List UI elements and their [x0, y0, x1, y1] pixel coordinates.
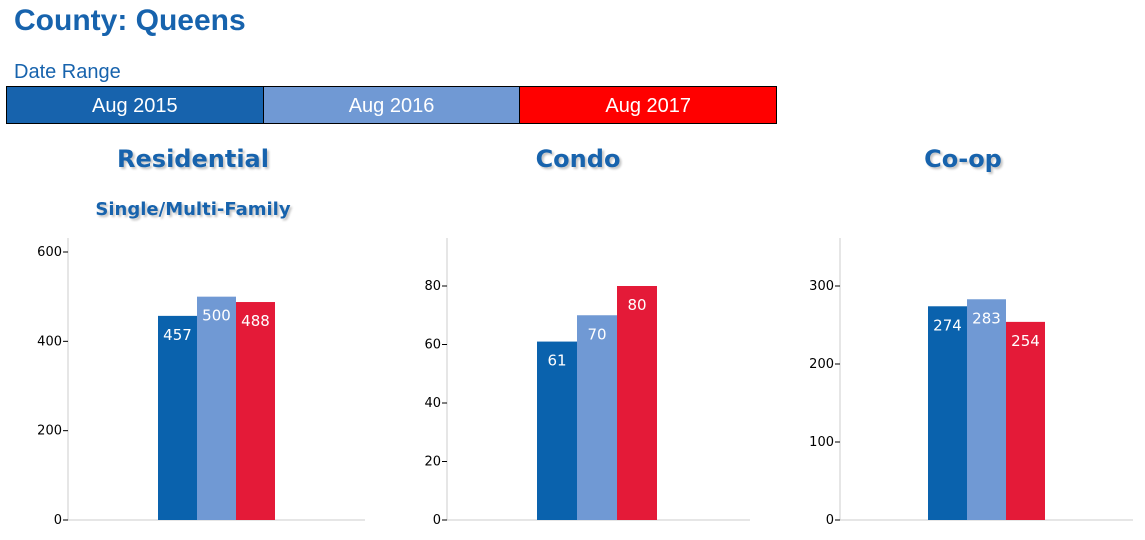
residential-bar-label-aug-2017: 488 [241, 312, 270, 330]
coop-y-tick-label: 0 [826, 513, 834, 528]
date-range-legend: Aug 2015 Aug 2016 Aug 2017 [6, 86, 777, 124]
residential-bar-aug-2016 [197, 296, 236, 520]
condo-bar-label-aug-2016: 70 [587, 325, 606, 343]
residential-y-tick-label: 200 [37, 424, 62, 439]
residential-bar-label-aug-2016: 500 [202, 307, 231, 325]
condo-bar-label-aug-2017: 80 [627, 296, 646, 314]
coop-bar-label-aug-2017: 254 [1011, 332, 1040, 350]
condo-bar-aug-2015 [537, 341, 577, 520]
coop-bar-aug-2015 [928, 306, 967, 520]
condo-y-tick-label: 20 [424, 455, 441, 470]
condo-y-tick-label: 0 [433, 513, 441, 528]
condo-y-tick-label: 60 [424, 338, 441, 353]
date-range-label: Date Range [14, 61, 121, 83]
residential-bar-aug-2017 [236, 302, 275, 520]
residential-y-tick-label: 400 [37, 334, 62, 349]
coop-bar-aug-2016 [967, 299, 1006, 520]
legend-aug-2016[interactable]: Aug 2016 [262, 87, 520, 123]
condo-bar-label-aug-2015: 61 [547, 352, 566, 370]
residential-subtitle: Single/Multi-Family [95, 199, 291, 220]
coop-bar-label-aug-2016: 283 [972, 309, 1001, 327]
residential-y-tick-label: 0 [54, 513, 62, 528]
legend-aug-2015[interactable]: Aug 2015 [7, 87, 263, 123]
residential-y-tick-label: 600 [37, 245, 62, 260]
condo-bar-aug-2016 [577, 315, 617, 520]
coop-y-tick-label: 300 [809, 279, 834, 294]
condo-bar-aug-2017 [617, 286, 657, 520]
coop-y-tick-label: 100 [809, 435, 834, 450]
condo-y-tick-label: 80 [424, 279, 441, 294]
page-title: County: Queens [14, 4, 246, 37]
coop-y-tick-label: 200 [809, 357, 834, 372]
residential-title: Residential [117, 145, 269, 173]
condo-y-tick-label: 40 [424, 396, 441, 411]
residential-bar-aug-2015 [158, 315, 197, 520]
condo-title: Condo [535, 145, 621, 173]
residential-bar-label-aug-2015: 457 [163, 326, 192, 344]
legend-aug-2017[interactable]: Aug 2017 [519, 87, 777, 123]
coop-title: Co-op [924, 145, 1002, 173]
coop-bar-label-aug-2015: 274 [933, 316, 962, 334]
coop-bar-aug-2017 [1006, 321, 1045, 520]
